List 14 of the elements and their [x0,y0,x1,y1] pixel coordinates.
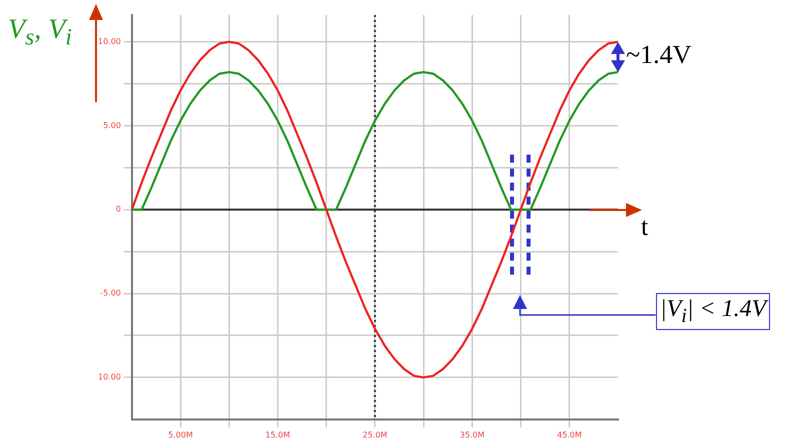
text: |V$_{i}$| < 1.4V [656,292,770,330]
x-axis-title: t [641,212,648,242]
x-tick-label: 25.0M [362,430,388,440]
y-tick-label: 10.00 [98,372,121,382]
x-tick-label: 35.0M [460,430,485,440]
y-tick-label: 0 [116,204,121,214]
y-tick-label: 5.00 [103,120,121,130]
y-tick-label: -5.00 [100,288,121,298]
x-tick-label: 15.0M [265,430,290,440]
x-tick-label: 5.00M [168,430,193,440]
y-axis-title: V$_{s}$, V$_{i}$ [8,14,72,52]
x-tick-label: 45.0M [557,430,582,440]
text: ~1.4V [626,40,692,70]
y-tick-label: 10.00 [98,36,121,46]
